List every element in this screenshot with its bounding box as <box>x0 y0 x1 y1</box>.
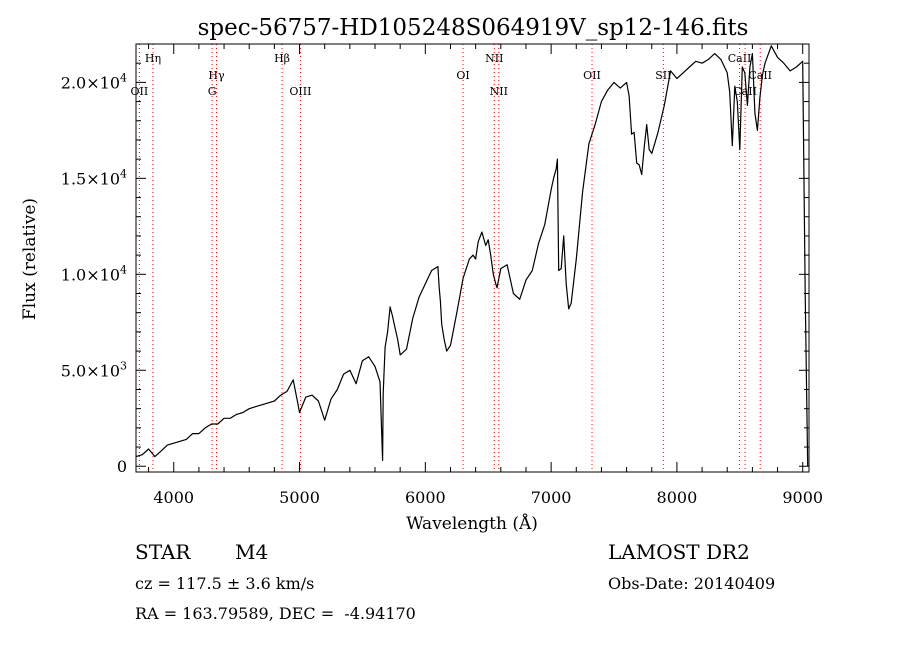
x-tick-label: 8000 <box>657 488 698 507</box>
spectral-line-label: OII <box>131 85 149 98</box>
spectral-line-label: OIII <box>289 85 311 98</box>
spectral-line-label: CaII <box>733 85 757 98</box>
spectral-line-label: NII <box>485 52 503 65</box>
spectral-line-label: SII <box>655 69 671 82</box>
spectral-line-label: CaII <box>728 52 752 65</box>
spectral-line-label: CaII <box>748 69 772 82</box>
x-tick-label: 9000 <box>782 488 823 507</box>
x-axis-label: Wavelength (Å) <box>406 513 538 534</box>
spectrum-series-line <box>135 45 809 467</box>
y-axis-label: Flux (relative) <box>20 198 40 320</box>
y-tick-label: 1.5×104 <box>61 167 127 188</box>
spectral-line-markers: Hη OII Hγ G Hβ OIII OI NII NII OII SII CaII CaII CaII <box>131 44 772 472</box>
y-tick-label: 1.0×104 <box>61 263 127 284</box>
plot-frame <box>135 43 810 473</box>
spectral-line-label: Hγ <box>208 69 225 82</box>
x-tick-label: 4000 <box>153 488 194 507</box>
spectral-line-label: NII <box>490 85 508 98</box>
observation-date: Obs-Date: 20140409 <box>608 574 776 593</box>
object-subclass: M4 <box>235 540 269 564</box>
spectral-line-label: OI <box>456 69 469 82</box>
x-tick-label: 7000 <box>531 488 572 507</box>
ra-dec-coordinates: RA = 163.79589, DEC = -4.94170 <box>135 604 416 623</box>
spectral-line-label: Hη <box>145 52 161 65</box>
axes: 4000 5000 6000 7000 8000 9000 0 5.0×103 1.0×104 1… <box>61 44 823 507</box>
survey-name: LAMOST DR2 <box>608 540 750 564</box>
x-tick-label: 6000 <box>405 488 446 507</box>
y-tick-label: 5.0×103 <box>61 359 127 380</box>
y-tick-label: 0 <box>117 457 127 476</box>
chart-title: spec-56757-HD105248S064919V_sp12-146.fit… <box>198 15 749 41</box>
spectral-line-label: OII <box>583 69 601 82</box>
spectral-line-label: G <box>208 85 217 98</box>
y-tick-label: 2.0×104 <box>61 71 127 92</box>
object-class: STAR <box>135 540 191 564</box>
redshift-velocity: cz = 117.5 ± 3.6 km/s <box>135 574 315 593</box>
spectral-line-label: Hβ <box>274 52 290 65</box>
x-tick-label: 5000 <box>279 488 320 507</box>
